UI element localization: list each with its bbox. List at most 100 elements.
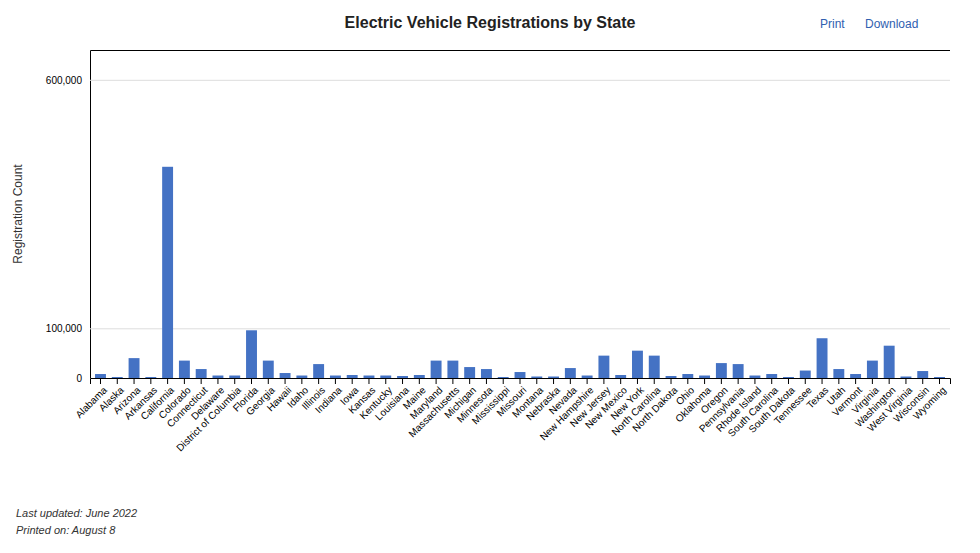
tick-mark xyxy=(754,378,755,384)
bar xyxy=(162,167,173,378)
bar xyxy=(716,363,727,378)
bar xyxy=(934,377,945,378)
tick-mark xyxy=(117,378,118,384)
tick-mark xyxy=(553,378,554,384)
bar xyxy=(212,376,223,378)
bar xyxy=(582,376,593,378)
tick-mark xyxy=(536,378,537,384)
y-tick: 600,000 xyxy=(46,75,950,86)
bar xyxy=(229,376,240,378)
tick-mark xyxy=(855,378,856,384)
bar xyxy=(246,330,257,378)
tick-mark xyxy=(268,378,269,384)
bar xyxy=(649,356,660,378)
bar xyxy=(632,351,643,378)
bar xyxy=(431,361,442,378)
tick-mark xyxy=(385,378,386,384)
tick-mark xyxy=(771,378,772,384)
tick-mark xyxy=(436,378,437,384)
bar xyxy=(447,361,458,378)
bar xyxy=(615,375,626,378)
annotation: Download xyxy=(865,17,918,31)
tick-mark xyxy=(939,378,940,384)
x-axis-line xyxy=(91,379,951,385)
title: Electric Vehicle Registrations by State xyxy=(345,14,636,31)
bar xyxy=(682,374,693,378)
tick-mark xyxy=(805,378,806,384)
tick-mark xyxy=(637,378,638,384)
tick-mark xyxy=(217,378,218,384)
y-axis-title: Registration Count xyxy=(11,164,25,264)
bar xyxy=(179,361,190,378)
annotation: Print xyxy=(820,17,845,31)
tick-mark xyxy=(368,378,369,384)
tick-mark xyxy=(822,378,823,384)
tick-mark xyxy=(788,378,789,384)
tick-mark xyxy=(654,378,655,384)
bars xyxy=(95,167,945,378)
bar xyxy=(397,376,408,378)
bar xyxy=(699,376,710,378)
tick-mark xyxy=(603,378,604,384)
bar xyxy=(783,377,794,378)
footer: Printed on: August 8 xyxy=(16,524,116,536)
y-tick-label: 600,000 xyxy=(46,75,83,86)
bar xyxy=(733,364,744,378)
bar xyxy=(95,374,106,378)
tick-mark xyxy=(671,378,672,384)
tick-mark xyxy=(922,378,923,384)
bar xyxy=(498,377,509,378)
y-axis: 0 100,000 600,000 xyxy=(46,51,950,384)
tick-mark xyxy=(889,378,890,384)
bar xyxy=(817,338,828,378)
tick-mark xyxy=(301,378,302,384)
tick-mark xyxy=(134,378,135,384)
bar xyxy=(666,376,677,378)
x-tick-label: Wyoming xyxy=(911,384,948,421)
bar xyxy=(481,369,492,378)
tick-mark xyxy=(251,378,252,384)
bar xyxy=(313,364,324,378)
tick-mark xyxy=(184,378,185,384)
bar xyxy=(280,373,291,378)
tick-mark xyxy=(687,378,688,384)
tick-mark xyxy=(234,378,235,384)
bar xyxy=(414,375,425,378)
plot: 0100,000600,000AlabamaAlaskaArizonaArkan… xyxy=(46,51,951,454)
y-tick-label: 0 xyxy=(76,373,82,384)
tick-mark xyxy=(587,378,588,384)
bar xyxy=(263,361,274,378)
bar xyxy=(347,375,358,378)
tick-mark xyxy=(570,378,571,384)
tick-mark xyxy=(838,378,839,384)
bar xyxy=(380,376,391,378)
tick-mark xyxy=(201,378,202,384)
chart: Electric Vehicle Registrations by State P… xyxy=(0,0,980,553)
x-tick: Texas xyxy=(804,378,830,411)
bar xyxy=(565,368,576,378)
tick-mark xyxy=(352,378,353,384)
y-tick: 100,000 xyxy=(46,323,950,334)
bar xyxy=(884,346,895,378)
bar xyxy=(531,377,542,378)
tick-mark xyxy=(469,378,470,384)
tick-mark xyxy=(721,378,722,384)
grid-line xyxy=(90,328,950,329)
x-tick-label: District of Columbia xyxy=(174,384,243,453)
tick-mark xyxy=(620,378,621,384)
x-tick: North Dakota xyxy=(630,378,680,434)
x-tick: Hawaii xyxy=(265,378,294,413)
bar xyxy=(749,376,760,378)
tick-mark xyxy=(167,378,168,384)
tick-mark xyxy=(520,378,521,384)
bar xyxy=(867,361,878,378)
bar xyxy=(800,371,811,378)
tick-mark xyxy=(452,378,453,384)
tick-mark xyxy=(402,378,403,384)
bar xyxy=(129,358,140,378)
tick-mark xyxy=(738,378,739,384)
tick-mark xyxy=(704,378,705,384)
bar xyxy=(850,374,861,378)
x-tick-label: North Dakota xyxy=(630,384,680,434)
grid-line xyxy=(90,80,950,81)
